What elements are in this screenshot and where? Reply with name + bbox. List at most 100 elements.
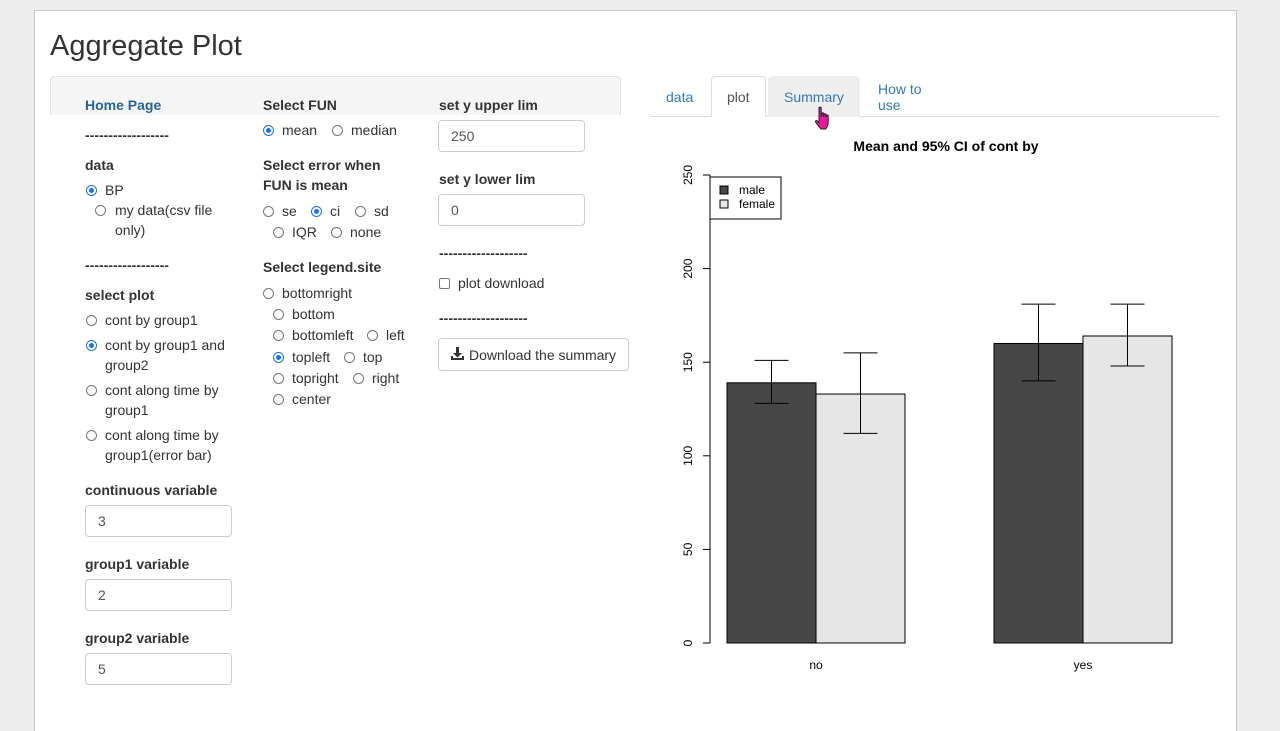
legend-radio-left[interactable] (367, 330, 378, 341)
ylim-upper-label: set y upper lim (439, 97, 538, 113)
download-icon (451, 346, 464, 363)
divider-1: ------------------ (85, 127, 169, 143)
plot-download-checkbox[interactable] (439, 278, 450, 289)
y-tick-label: 150 (681, 352, 695, 372)
plot-radio-time-group1-errorbar[interactable] (86, 430, 97, 441)
legend-option-right: right (372, 370, 400, 386)
ylim-upper-input[interactable] (438, 120, 585, 152)
plot-option-time-group1-line2: group1 (105, 402, 149, 418)
fun-radio-mean[interactable] (263, 125, 274, 136)
aggregate-chart: Mean and 95% CI of cont by 0 50 100 150 200 2… (681, 138, 1173, 672)
select-plot-label: select plot (85, 287, 155, 303)
fun-option-mean: mean (282, 122, 318, 138)
error-option-se: se (282, 203, 297, 219)
plot-option-time-group1-errorbar-line2: group1(error bar) (105, 447, 212, 463)
legend-label-female: female (739, 197, 775, 211)
legend-radio-topright[interactable] (273, 373, 284, 384)
legend-radio-bottomleft[interactable] (273, 330, 284, 341)
error-radio-ci[interactable] (311, 206, 322, 217)
legend-radio-center[interactable] (273, 394, 284, 405)
data-radio-mydata[interactable] (95, 205, 106, 216)
legend-option-center: center (292, 391, 331, 407)
select-legend-label: Select legend.site (263, 259, 382, 275)
legend-option-bottom: bottom (292, 306, 335, 322)
bar-male-yes (993, 342, 1084, 644)
fun-option-median: median (351, 122, 397, 138)
ylim-lower-input[interactable] (438, 194, 585, 226)
bar-male-no (726, 382, 817, 644)
sidebar-panel (50, 76, 621, 115)
data-radio-bp[interactable] (86, 185, 97, 196)
plot-radio-cont-by-group1[interactable] (86, 315, 97, 326)
tabs-underline (650, 116, 1220, 117)
legend-radio-top[interactable] (344, 352, 355, 363)
bar-female-no (815, 393, 906, 644)
legend-swatch-male (719, 185, 729, 195)
x-tick-label-no: no (809, 658, 823, 672)
divider-2: ------------------ (85, 257, 169, 273)
select-fun-label: Select FUN (263, 97, 337, 113)
y-tick-label: 200 (681, 258, 695, 278)
fun-radio-median[interactable] (332, 125, 343, 136)
plot-option-cont-by-group1: cont by group1 (105, 312, 198, 328)
plot-option-time-group1-errorbar: cont along time by (105, 427, 219, 443)
divider-3: ------------------- (439, 245, 528, 261)
error-radio-none[interactable] (331, 227, 342, 238)
group1-variable-input[interactable] (85, 579, 232, 611)
legend-option-topleft: topleft (292, 349, 331, 365)
legend-swatch-female (719, 199, 729, 209)
tab-plot[interactable]: plot (711, 76, 766, 117)
plot-option-cont-by-group1-group2: cont by group1 and (105, 337, 225, 353)
error-radio-sd[interactable] (355, 206, 366, 217)
y-axis: 0 50 100 150 200 250 (681, 165, 711, 646)
y-tick-label: 250 (681, 165, 695, 185)
tab-how-to-use[interactable]: How to use (878, 80, 922, 113)
hand-pointer-icon (815, 106, 829, 130)
y-tick-label: 50 (681, 542, 695, 556)
error-option-none: none (350, 224, 382, 240)
legend-radio-bottom[interactable] (273, 309, 284, 320)
y-tick-label: 0 (681, 639, 695, 646)
page-title: Aggregate Plot (50, 30, 242, 62)
legend-option-top: top (363, 349, 383, 365)
legend-option-left: left (386, 327, 405, 343)
home-page-link[interactable]: Home Page (85, 97, 162, 113)
divider-4: ------------------- (439, 310, 528, 326)
select-error-label-line2: FUN is mean (263, 177, 348, 193)
plot-option-cont-by-group1-group2-line2: group2 (105, 357, 149, 373)
legend-radio-bottomright[interactable] (263, 288, 274, 299)
legend-radio-right[interactable] (353, 373, 364, 384)
error-option-sd: sd (374, 203, 389, 219)
tab-summary[interactable]: Summary (768, 76, 860, 117)
y-tick-label: 100 (681, 445, 695, 465)
data-option-bp: BP (105, 182, 124, 198)
plot-option-time-group1: cont along time by (105, 382, 219, 398)
legend-box (709, 176, 782, 220)
group1-variable-label: group1 variable (85, 556, 190, 572)
chart-bars (726, 303, 1173, 644)
continuous-variable-input[interactable] (85, 505, 232, 537)
download-summary-label: Download the summary (469, 346, 617, 363)
error-radio-iqr[interactable] (273, 227, 284, 238)
error-option-iqr: IQR (292, 224, 317, 240)
download-summary-button[interactable]: Download the summary (438, 338, 629, 371)
error-radio-se[interactable] (263, 206, 274, 217)
data-option-mydata: my data(csv file (115, 202, 213, 218)
plot-radio-cont-by-group1-group2[interactable] (86, 340, 97, 351)
plot-download-label: plot download (458, 275, 545, 291)
data-option-mydata-line2: only) (115, 222, 146, 238)
group2-variable-label: group2 variable (85, 630, 190, 646)
chart-title: Mean and 95% CI of cont by (853, 138, 1038, 154)
legend-radio-topleft[interactable] (273, 352, 284, 363)
plot-radio-time-group1[interactable] (86, 385, 97, 396)
legend-option-bottomleft: bottomleft (292, 327, 354, 343)
tab-data[interactable]: data (666, 88, 694, 105)
ylim-lower-label: set y lower lim (439, 171, 536, 187)
legend-label-male: male (739, 183, 765, 197)
group2-variable-input[interactable] (85, 653, 232, 685)
bar-female-yes (1082, 335, 1173, 644)
data-label: data (85, 157, 114, 173)
select-error-label: Select error when (263, 157, 381, 173)
legend-option-bottomright: bottomright (282, 285, 353, 301)
